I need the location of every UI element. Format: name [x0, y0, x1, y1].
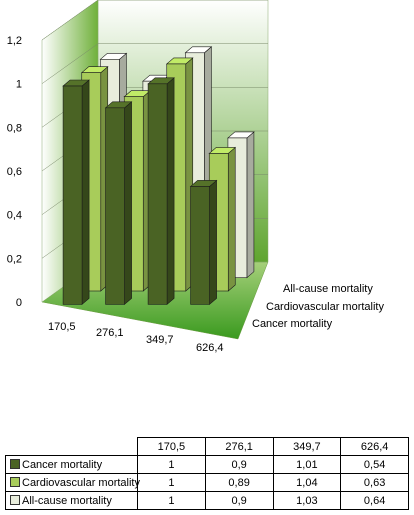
series-label: All-cause mortality [283, 283, 373, 295]
bar [189, 179, 218, 305]
legend-swatch [10, 458, 20, 469]
x-tick-label: 170,5 [48, 321, 76, 333]
table-row: All-cause mortality 1 0,9 1,03 0,64 [5, 491, 409, 510]
table-cell: 0,89 [204, 473, 274, 492]
table-row: Cancer mortality 1 0,9 1,01 0,54 [5, 455, 409, 474]
y-tick-label: 1 [16, 79, 22, 91]
table-cell: 1 [137, 455, 206, 474]
series-name: All-cause mortality [22, 494, 112, 507]
x-axis-ticks: 170,5 276,1 349,7 626,4 [48, 321, 224, 354]
data-table: 170,5 276,1 349,7 626,4 Cancer mortality 1 0,… [5, 437, 409, 510]
legend-swatch [10, 494, 20, 505]
y-tick-label: 0,8 [7, 122, 22, 134]
gridline [41, 0, 268, 41]
y-tick-label: 0,6 [7, 166, 22, 178]
table-cell: 1 [137, 473, 206, 492]
table-column-header: 626,4 [340, 437, 409, 456]
table-cell: 0,54 [340, 455, 409, 474]
x-tick-label: 626,4 [196, 342, 224, 354]
legend-swatch [10, 476, 20, 487]
table-cell: 1,01 [272, 455, 342, 474]
table-series-cell: All-cause mortality [5, 491, 138, 510]
y-tick-label: 1,2 [7, 35, 22, 47]
bar [104, 101, 133, 305]
table-row: Cardiovascular mortality 1 0,89 1,04 0,63 [5, 473, 409, 492]
table-column-header: 170,5 [137, 437, 206, 456]
gridline [41, 43, 268, 84]
bar-chart-3d: 0 0,2 0,4 0,6 0,8 1 1,2 170,5 276,1 349,7 626,4 C… [7, 0, 384, 354]
x-tick-label: 349,7 [146, 334, 174, 346]
table-cell: 1,04 [272, 473, 342, 492]
table-header-row: 170,5 276,1 349,7 626,4 [5, 437, 409, 456]
y-tick-label: 0,2 [7, 253, 22, 265]
series-name: Cardiovascular mortality [22, 476, 140, 489]
series-label: Cancer mortality [252, 318, 333, 330]
bar [147, 77, 175, 305]
series-depth-labels: Cancer mortality Cardiovascular mortality… [252, 283, 384, 330]
table-cell: 0,9 [204, 455, 274, 474]
y-tick-label: 0,4 [7, 210, 22, 222]
y-tick-label: 0 [16, 297, 22, 309]
table-cell: 0,63 [340, 473, 409, 492]
series-name: Cancer mortality [22, 458, 103, 471]
table-series-cell: Cardiovascular mortality [5, 473, 140, 492]
table-column-header: 349,7 [272, 437, 342, 456]
table-cell: 1 [137, 491, 206, 510]
table-column-header: 276,1 [204, 437, 274, 456]
table-cell: 0,64 [340, 491, 409, 510]
x-tick-label: 276,1 [96, 327, 124, 339]
bar [62, 79, 90, 305]
table-cell: 0,9 [204, 491, 274, 510]
table-series-cell: Cancer mortality [5, 455, 138, 474]
series-label: Cardiovascular mortality [266, 301, 384, 313]
table-cell: 1,03 [272, 491, 342, 510]
bars [62, 46, 255, 305]
y-axis-ticks: 0 0,2 0,4 0,6 0,8 1 1,2 [7, 35, 22, 309]
